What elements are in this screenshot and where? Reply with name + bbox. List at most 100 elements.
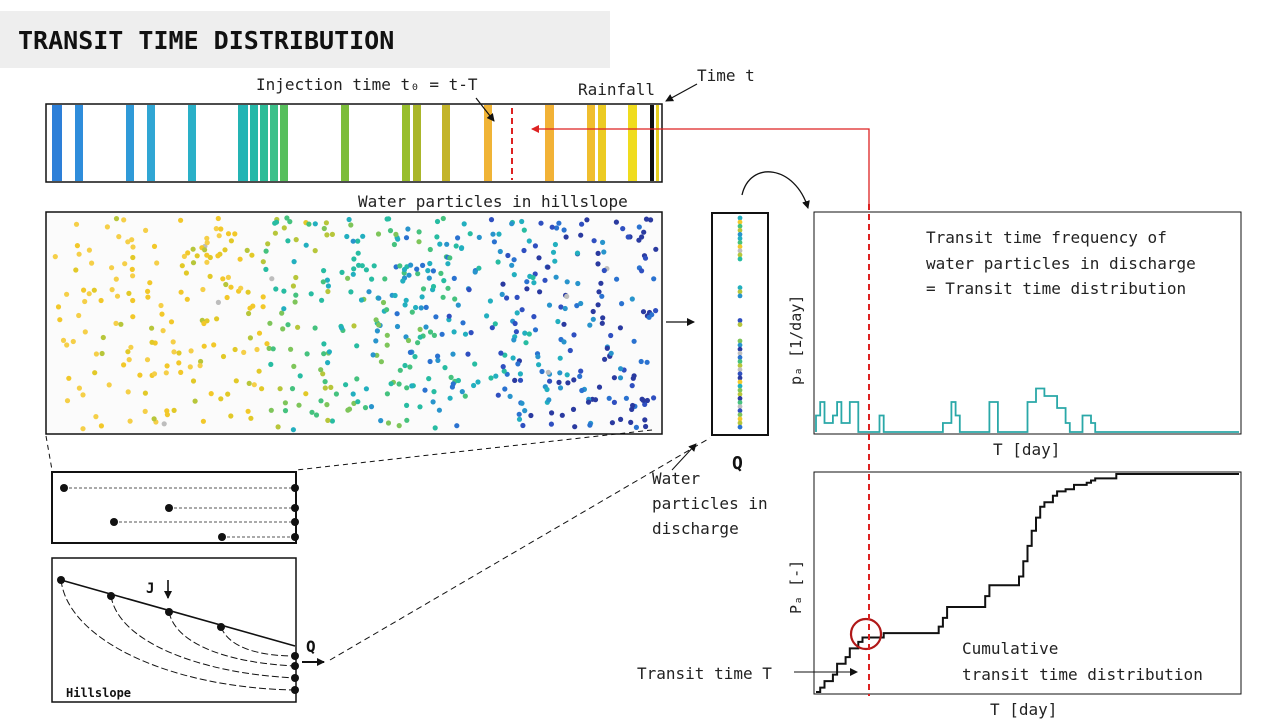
water-particle — [137, 372, 143, 378]
water-particle — [348, 222, 354, 228]
cdf-annotation-line-2: transit time distribution — [962, 665, 1203, 684]
discharge-particle — [737, 342, 743, 348]
water-particle — [467, 231, 473, 237]
rainfall-bar — [587, 105, 595, 181]
water-particle — [501, 368, 507, 374]
water-particle — [404, 385, 410, 391]
water-particle — [642, 255, 649, 261]
water-particle — [530, 274, 536, 281]
water-particle — [564, 293, 570, 299]
water-particle — [129, 237, 135, 243]
water-particle — [417, 326, 423, 332]
water-particle — [619, 301, 625, 307]
water-particle — [476, 265, 482, 271]
water-particle — [306, 221, 312, 227]
rainfall-bar — [402, 105, 410, 181]
time-t-arrow — [665, 83, 698, 102]
water-particle — [394, 311, 400, 317]
water-particle — [380, 299, 387, 306]
water-particle — [552, 241, 559, 248]
discharge-label-line-1: Water — [652, 469, 701, 488]
water-particle — [426, 275, 432, 281]
water-particle — [374, 328, 380, 334]
water-particle — [519, 218, 525, 225]
water-particle — [394, 323, 401, 330]
water-particle — [572, 424, 578, 430]
water-particle — [322, 379, 328, 385]
water-particle — [179, 263, 185, 269]
water-particle — [618, 366, 624, 372]
water-particle — [73, 221, 80, 227]
water-particle — [178, 289, 184, 295]
water-particle — [545, 369, 551, 375]
water-particle — [268, 361, 274, 367]
water-particle — [617, 375, 624, 381]
water-particle — [440, 294, 446, 300]
water-particle — [492, 321, 498, 327]
water-particle — [82, 329, 88, 335]
discharge-particle — [737, 227, 743, 233]
water-particle — [420, 262, 426, 268]
water-particle — [328, 384, 334, 390]
water-particle — [578, 232, 584, 238]
water-particle — [648, 217, 654, 223]
water-particle — [587, 322, 593, 328]
water-particle — [544, 386, 550, 393]
water-particle — [552, 258, 558, 264]
water-particle — [228, 413, 234, 419]
water-particle — [358, 297, 365, 303]
water-particle — [260, 304, 266, 310]
water-particle — [579, 387, 585, 394]
water-particle — [432, 425, 438, 431]
water-particle — [129, 266, 135, 272]
water-particle — [293, 237, 299, 243]
water-particle — [511, 272, 517, 278]
water-particle — [145, 294, 151, 300]
water-particle — [430, 399, 436, 405]
water-particle — [546, 397, 552, 403]
water-particle — [215, 215, 221, 222]
water-particle — [475, 379, 481, 385]
water-particle — [445, 285, 451, 291]
water-particle — [308, 291, 314, 297]
water-particle — [207, 273, 213, 279]
water-particle — [643, 423, 649, 430]
water-particle — [284, 215, 290, 221]
water-particle — [448, 374, 454, 380]
water-particle — [466, 287, 472, 293]
water-particle — [507, 393, 513, 399]
water-particle — [446, 313, 452, 319]
water-particle — [558, 304, 564, 310]
water-particle — [526, 238, 532, 244]
zoom-line-right — [295, 429, 653, 471]
water-particle — [454, 423, 460, 429]
rainfall-bar-current — [650, 105, 654, 181]
water-particle — [574, 250, 581, 256]
particle-marker — [291, 504, 299, 512]
water-particle — [198, 358, 204, 365]
output-flux-label: Q — [306, 637, 316, 656]
water-particle — [73, 267, 79, 273]
water-particle — [509, 221, 515, 227]
water-particle — [545, 264, 551, 270]
particle-marker — [165, 608, 173, 616]
water-particle — [190, 260, 197, 266]
discharge-particle — [737, 412, 743, 418]
water-particle — [561, 227, 567, 233]
water-particle — [571, 332, 577, 338]
water-particle — [211, 342, 217, 348]
water-particle — [287, 219, 293, 225]
water-particle — [556, 379, 562, 385]
water-particle — [266, 345, 272, 351]
discharge-particle — [737, 256, 743, 262]
water-particle — [325, 417, 331, 423]
water-particle — [641, 229, 647, 235]
water-particle — [91, 287, 97, 293]
water-particle — [282, 400, 288, 406]
water-particle — [393, 231, 399, 237]
water-particle — [400, 278, 406, 284]
water-particle — [303, 242, 309, 248]
water-particle — [164, 408, 170, 414]
water-particle — [435, 353, 441, 359]
water-particle — [171, 407, 177, 413]
